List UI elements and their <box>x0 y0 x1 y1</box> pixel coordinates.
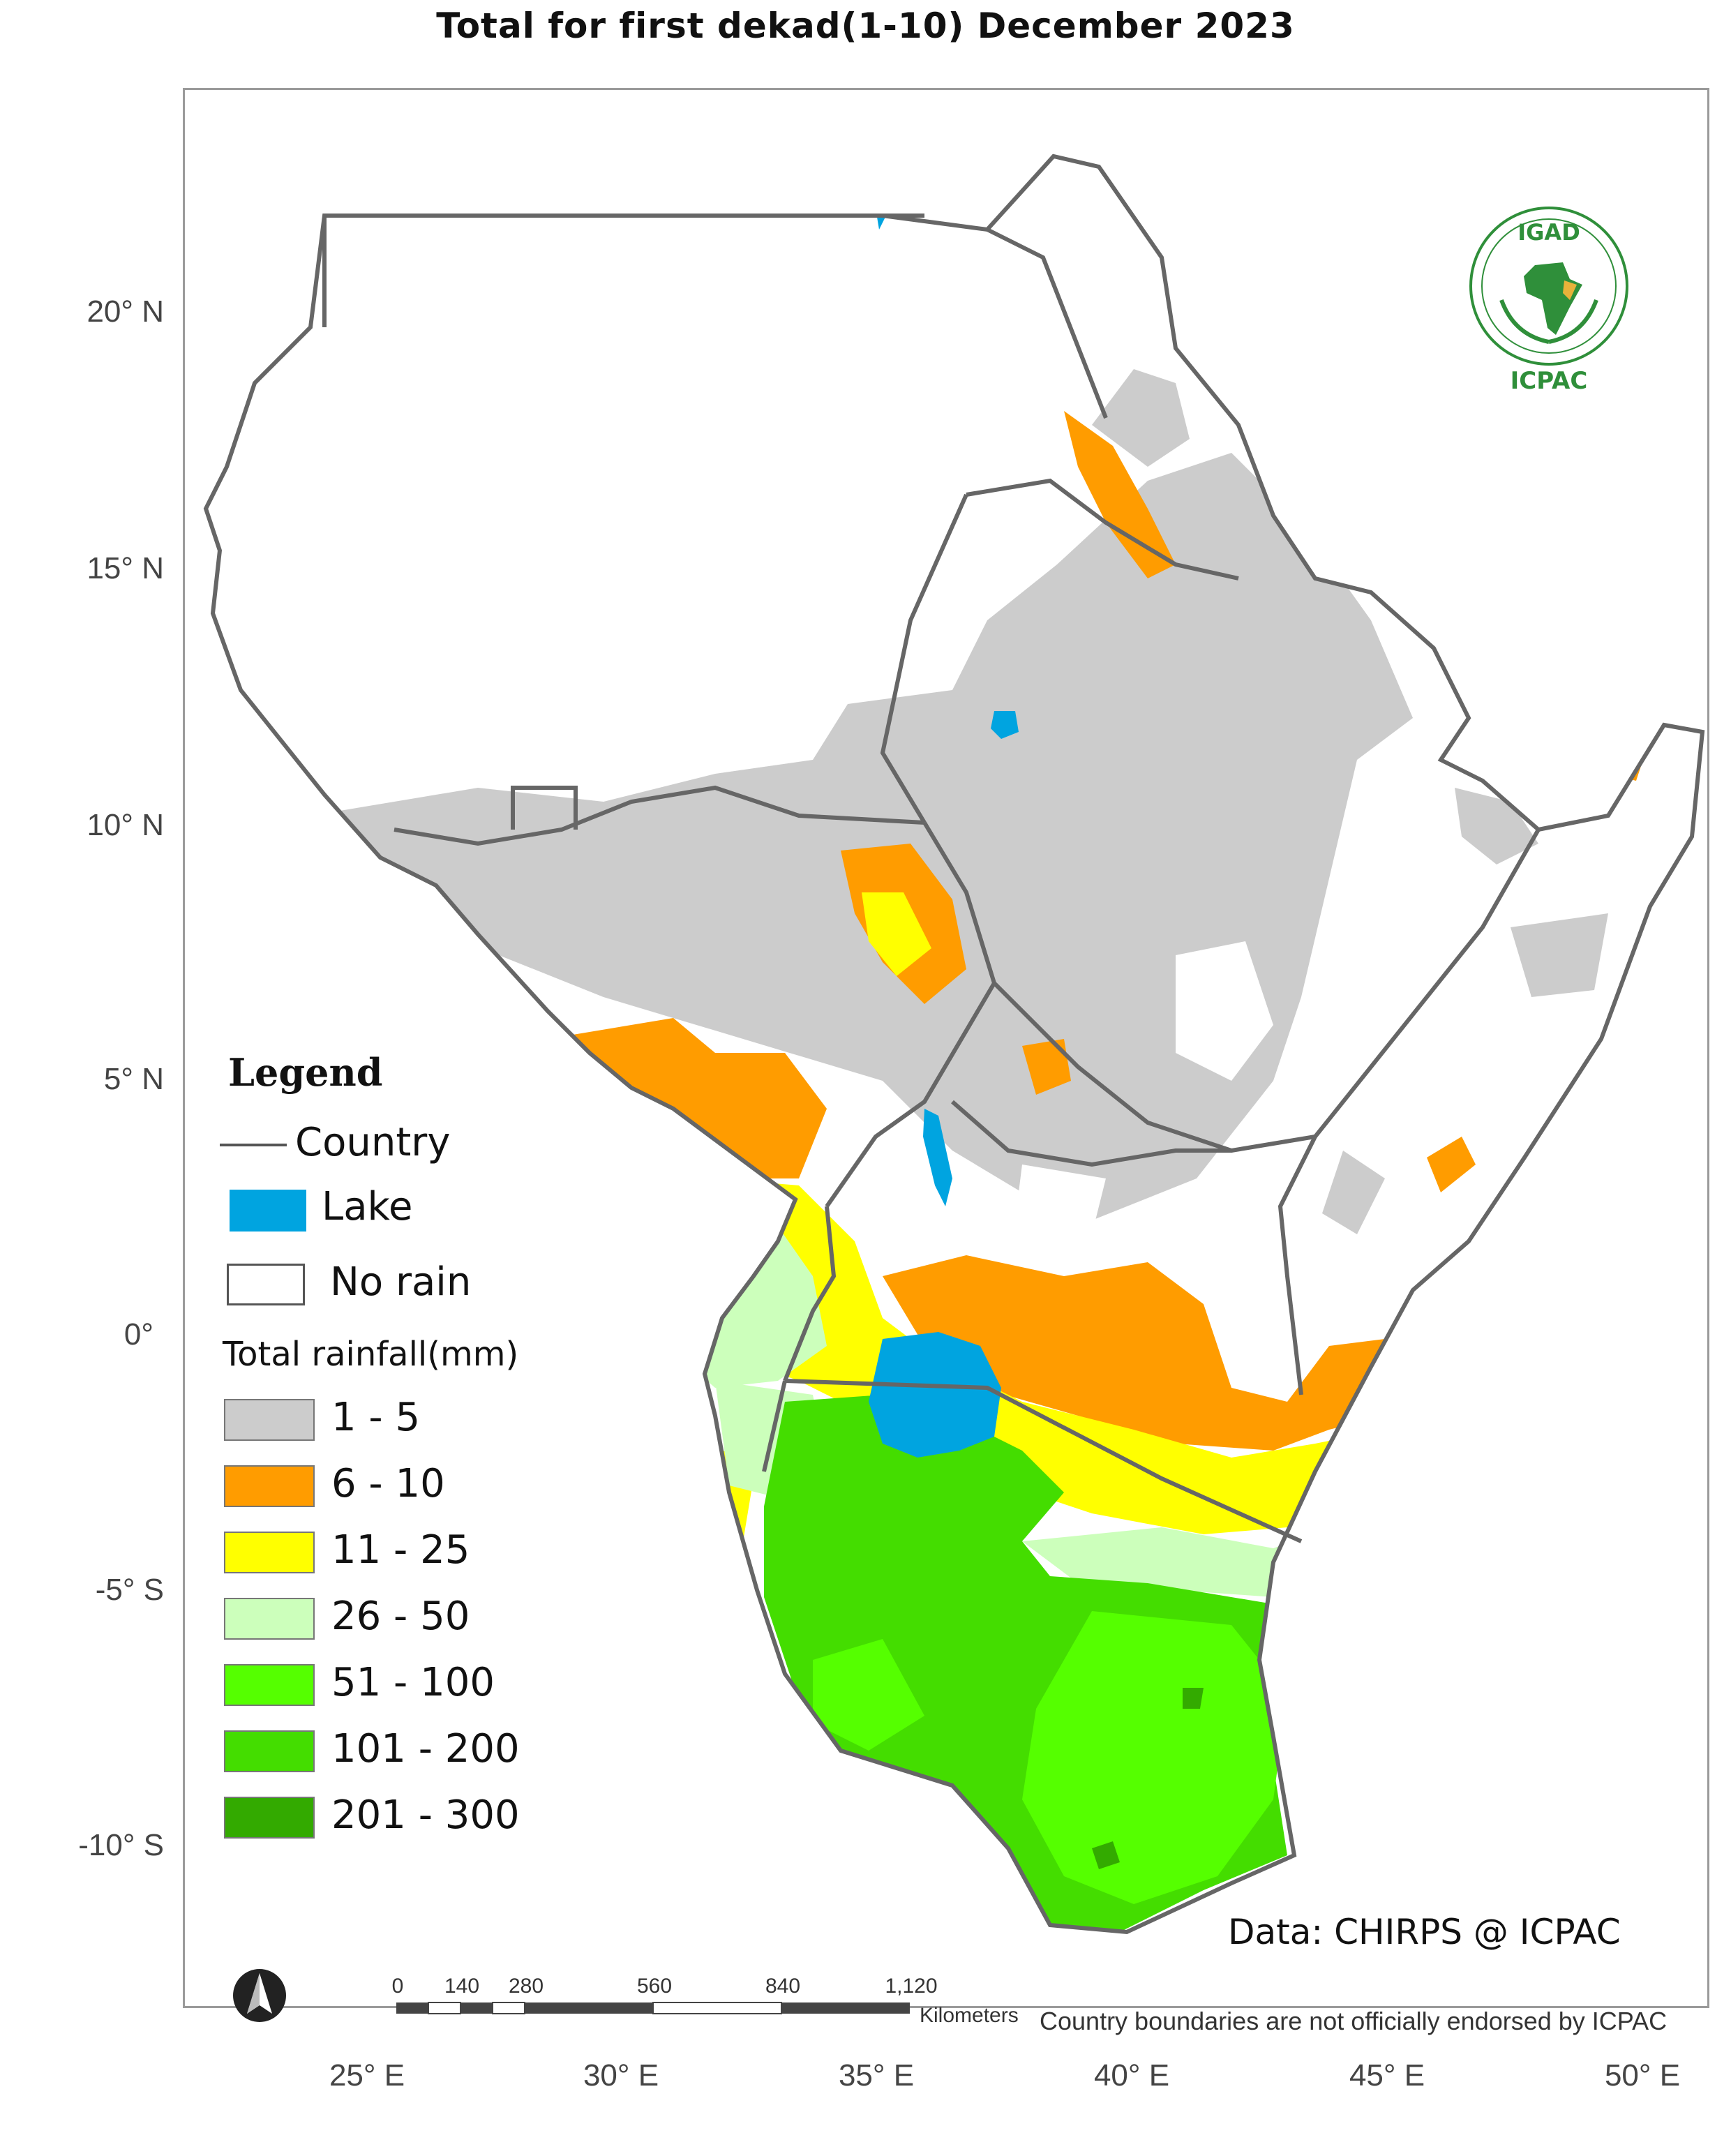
lat-label-0: 0° <box>123 1317 153 1352</box>
scale-label: 560 <box>636 1975 673 1998</box>
no-rain-swatch <box>227 1264 305 1305</box>
map-title: Total for first dekad(1-10) December 202… <box>436 6 1295 46</box>
legend-class-label: 6 - 10 <box>331 1461 445 1506</box>
lake-victoria <box>869 1332 1001 1458</box>
legend-swatch-101-200 <box>224 1730 315 1772</box>
lat-label-20n: 20° N <box>87 294 164 329</box>
lon-label-50e: 50° E <box>1604 2058 1681 2093</box>
rain-class-1-5 <box>1322 1151 1385 1234</box>
legend-swatch-201-300 <box>224 1797 315 1839</box>
lon-label-30e: 30° E <box>583 2058 659 2093</box>
igad-icpac-logo: IGAD ICPAC <box>1465 202 1633 412</box>
lat-label-10n: 10° N <box>87 808 164 842</box>
legend-swatch-6-10 <box>224 1465 315 1507</box>
legend-class-label: 26 - 50 <box>331 1594 470 1639</box>
rain-class-11-25 <box>617 1151 1385 1534</box>
legend-no-rain-label: No rain <box>330 1259 472 1305</box>
rainfall-heading: Total rainfall(mm) <box>223 1335 519 1374</box>
scale-label: 0 <box>391 1975 404 1998</box>
legend-title: Legend <box>228 1050 383 1095</box>
legend-class-label: 11 - 25 <box>331 1527 470 1573</box>
rain-class-51-100 <box>1022 1611 1287 1904</box>
legend-swatch-11-25 <box>224 1532 315 1573</box>
lat-label-10s: -10° S <box>78 1828 164 1862</box>
legend-country-label: Country <box>295 1120 451 1165</box>
map-canvas <box>185 90 1709 2008</box>
legend-class-label: 51 - 100 <box>331 1660 495 1705</box>
rain-class-1-5 <box>1455 788 1538 864</box>
rain-class-1-5 <box>1092 369 1190 467</box>
rain-class-6-10 <box>883 1255 1427 1451</box>
no-rain-patch <box>1015 1165 1106 1234</box>
lon-label-35e: 35° E <box>838 2058 915 2093</box>
logo-emblem-icon <box>1469 207 1628 366</box>
lake-tana <box>991 711 1019 739</box>
lake-swatch <box>230 1190 306 1232</box>
scale-label: 1,120 <box>885 1975 938 1998</box>
lat-label-15n: 15° N <box>87 551 164 585</box>
scale-label: 280 <box>508 1975 544 1998</box>
scale-label: 140 <box>444 1975 480 1998</box>
scale-label: 840 <box>765 1975 801 1998</box>
logo-top-text: IGAD <box>1518 219 1580 246</box>
legend-class-label: 1 - 5 <box>331 1395 421 1440</box>
lat-label-5n: 5° N <box>103 1062 164 1096</box>
rain-class-6-10 <box>1064 411 1176 578</box>
lake-turkana <box>923 1109 952 1206</box>
legend-lake-label: Lake <box>322 1184 413 1229</box>
logo-bottom-text: ICPAC <box>1510 367 1588 395</box>
no-rain-patch <box>1176 941 1273 1081</box>
rain-class-11-25 <box>862 892 931 976</box>
lake-malawi <box>1001 1911 1022 1932</box>
legend-class-label: 101 - 200 <box>331 1726 520 1772</box>
lon-label-40e: 40° E <box>1093 2058 1170 2093</box>
rain-class-201-300 <box>1183 1688 1204 1709</box>
legend-class-label: 201 - 300 <box>331 1792 520 1838</box>
country-borders <box>322 214 1541 1543</box>
lon-label-45e: 45° E <box>1349 2058 1425 2093</box>
legend-swatch-1-5 <box>224 1399 315 1441</box>
scale-unit: Kilometers <box>920 2004 1019 2027</box>
legend-swatch-51-100 <box>224 1664 315 1706</box>
data-credit: Data: CHIRPS @ ICPAC <box>1228 1912 1621 1952</box>
rain-class-1-5 <box>1511 913 1608 997</box>
legend-swatch-26-50 <box>224 1598 315 1640</box>
north-arrow-icon <box>233 1969 286 2022</box>
lon-label-25e: 25° E <box>329 2058 405 2093</box>
rain-class-6-10 <box>1022 1039 1071 1095</box>
rain-class-1-5 <box>310 453 1413 1220</box>
country-line-swatch <box>220 1144 287 1146</box>
lat-label-5s: -5° S <box>95 1573 164 1607</box>
boundary-disclaimer: Country boundaries are not officially en… <box>1040 2007 1668 2035</box>
no-rain-patch <box>1259 1095 1315 1178</box>
scale-bar <box>396 2002 910 2014</box>
rain-class-201-300 <box>1092 1841 1120 1869</box>
rain-class-51-100 <box>813 1639 924 1751</box>
rain-class-6-10 <box>1427 1137 1476 1192</box>
map-frame <box>183 88 1709 2008</box>
